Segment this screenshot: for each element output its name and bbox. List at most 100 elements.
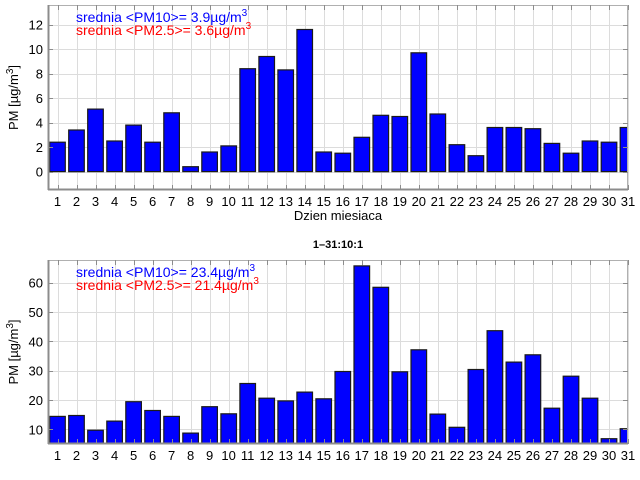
y-tick-labels: 10 20 30 40 50 60	[29, 276, 43, 438]
bars	[49, 265, 628, 444]
x-tick-label: 14	[297, 194, 311, 209]
bar-day-6	[144, 141, 162, 173]
x-tick-label: 30	[602, 448, 616, 463]
x-tick-label: 20	[412, 448, 426, 463]
bar-day-20	[410, 52, 428, 173]
bar-day-16	[334, 152, 352, 173]
bar-day-5	[125, 124, 143, 173]
x-tick-label: 21	[431, 448, 445, 463]
y-tick-label: 40	[29, 334, 43, 349]
x-tick-label: 26	[526, 194, 540, 209]
x-tick-label: 10	[221, 448, 235, 463]
bar-day-20	[410, 349, 428, 444]
bar-day-6	[144, 409, 162, 444]
x-tick-labels: 1 2 3 4 5 6 7 8 9 10 11 12 13 14 15 16 17 18 19 20 21 22 23 24 2…	[54, 194, 635, 209]
bar-day-24	[486, 330, 504, 444]
x-tick-labels: 1 2 3 4 5 6 7 8 9 10 11 12 13 14 15 16 17 18 19 20 21 22 23 24 2…	[54, 448, 635, 463]
bar-day-25	[505, 126, 523, 173]
x-tick-label: 16	[336, 448, 350, 463]
y-tick-label: 0	[36, 165, 43, 180]
x-tick-label: 24	[488, 194, 502, 209]
x-tick-label: 9	[206, 194, 213, 209]
y-tick-label: 30	[29, 364, 43, 379]
x-tick-label: 3	[92, 194, 99, 209]
x-tick-label: 28	[564, 448, 578, 463]
y-tick-label: 12	[29, 18, 43, 33]
bar-day-8	[182, 166, 200, 173]
bar-day-11	[239, 68, 257, 173]
x-axis-label: Dzien miesiaca	[294, 208, 383, 223]
x-tick-label: 27	[545, 448, 559, 463]
x-tick-label: 12	[259, 448, 273, 463]
x-tick-label: 13	[278, 448, 292, 463]
x-tick-label: 1	[54, 194, 61, 209]
x-tick-label: 29	[583, 194, 597, 209]
y-tick-label: 6	[36, 91, 43, 106]
x-tick-label: 11	[241, 448, 255, 463]
x-tick-label: 13	[278, 194, 292, 209]
bar-day-2	[68, 414, 85, 444]
x-tick-label: 30	[602, 194, 616, 209]
y-tick-label: 50	[29, 305, 43, 320]
x-tick-label: 2	[73, 448, 80, 463]
bar-day-21	[429, 113, 447, 173]
chart-title: 1–31:10:1	[313, 239, 363, 251]
bar-day-29	[581, 397, 599, 444]
x-tick-label: 31	[621, 448, 635, 463]
bar-day-9	[201, 406, 219, 444]
bar-day-14	[296, 391, 314, 444]
bar-day-7	[163, 415, 181, 444]
x-tick-label: 27	[545, 194, 559, 209]
y-tick-label: 20	[29, 393, 43, 408]
bar-day-7	[163, 112, 181, 173]
x-tick-label: 28	[564, 194, 578, 209]
x-tick-label: 3	[92, 448, 99, 463]
y-tick-labels: 0 2 4 6 8 10 12	[29, 18, 43, 180]
x-tick-label: 17	[355, 194, 369, 209]
y-axis-label-close: ]	[6, 65, 21, 69]
x-tick-label: 17	[355, 448, 369, 463]
x-tick-label: 5	[130, 194, 137, 209]
x-tick-label: 8	[187, 194, 194, 209]
axes-frame	[47, 5, 629, 191]
bar-day-12	[258, 55, 276, 173]
bar-day-15	[315, 398, 333, 444]
x-tick-label: 18	[374, 448, 388, 463]
bar-day-16	[334, 370, 352, 444]
annotation-pm10-mean: srednia <PM10>= 3.9µg/m3	[76, 8, 248, 25]
annotation-sup: 3	[253, 276, 259, 287]
y-axis-label-sup: 3	[5, 323, 16, 329]
x-tick-label: 7	[168, 194, 175, 209]
annotation-sup: 3	[242, 8, 248, 19]
bar-day-22	[448, 144, 466, 173]
bar-day-27	[543, 407, 561, 444]
bar-day-28	[562, 152, 580, 173]
x-tick-label: 15	[317, 194, 331, 209]
bar-day-31	[619, 428, 628, 444]
annotation-text: srednia <PM2.5>= 21.4µg/m	[76, 277, 253, 293]
x-tick-label: 21	[431, 194, 445, 209]
annotation-pm25-mean: srednia <PM2.5>= 21.4µg/m3	[76, 276, 259, 293]
bar-day-21	[429, 413, 447, 444]
bar-day-18	[372, 114, 390, 173]
annotation-text: srednia <PM10>= 3.9µg/m	[76, 9, 242, 25]
x-tick-label: 1	[54, 448, 61, 463]
bar-day-1	[49, 415, 66, 444]
x-tick-label: 12	[259, 194, 273, 209]
bar-day-23	[467, 368, 485, 444]
bar-day-23	[467, 155, 485, 173]
x-tick-label: 6	[149, 448, 156, 463]
bar-day-12	[258, 397, 276, 444]
x-tick-label: 22	[450, 448, 464, 463]
annotation-pm10-mean: srednia <PM10>= 23.4µg/m3	[76, 263, 255, 280]
x-tick-label: 26	[526, 448, 540, 463]
annotation-pm25-mean: srednia <PM2.5>= 3.6µg/m3	[76, 21, 252, 38]
bar-day-19	[391, 115, 409, 173]
annotation-sup: 3	[249, 263, 255, 274]
y-tick-label: 10	[29, 42, 43, 57]
bar-day-22	[448, 426, 466, 444]
y-tick-label: 60	[29, 276, 43, 291]
